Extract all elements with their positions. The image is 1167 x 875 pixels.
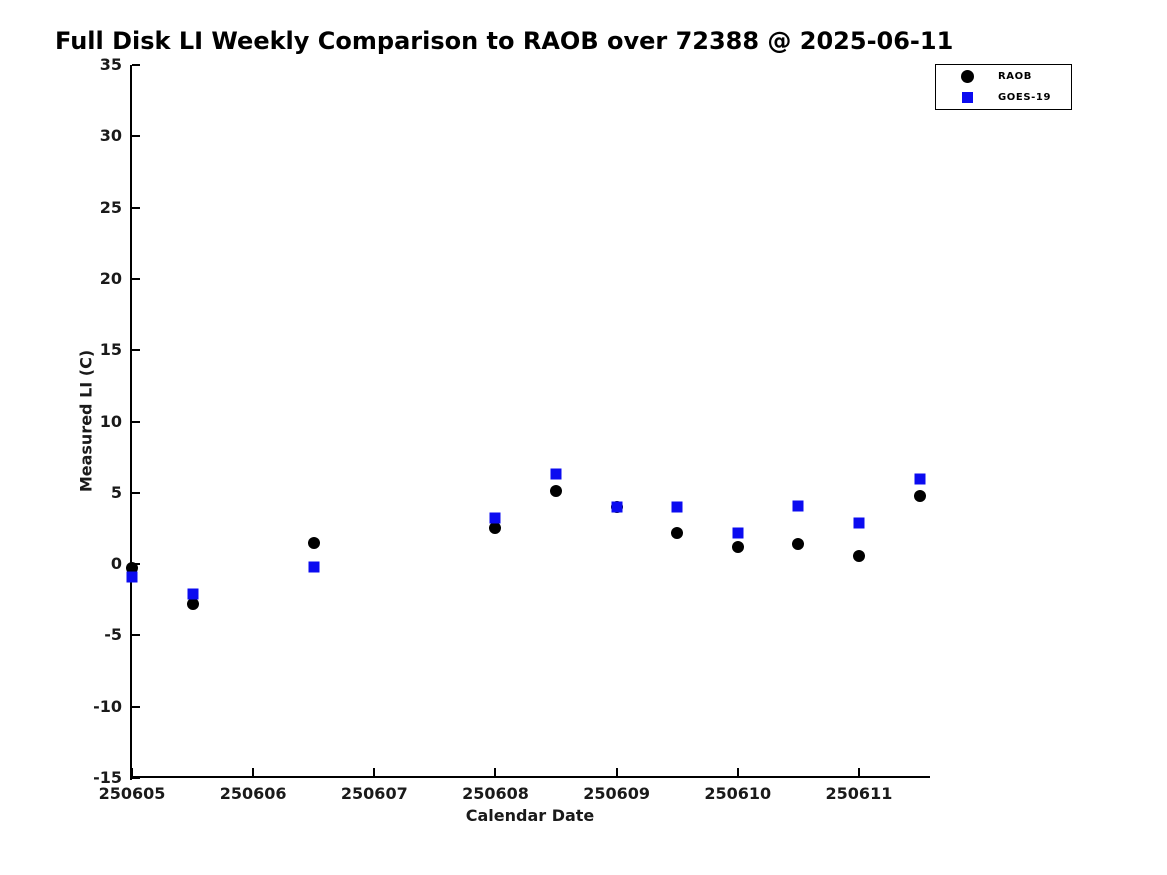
data-point-raob (126, 562, 138, 575)
plot-area (132, 65, 928, 778)
data-point-goes-19 (792, 500, 804, 512)
data-point-goes-19 (853, 517, 865, 529)
y-tick-label: -10 (93, 696, 122, 716)
data-point-raob (307, 536, 320, 549)
data-point-goes-19 (611, 501, 623, 513)
raob-marker-icon (960, 69, 974, 83)
legend-marker-cell (936, 92, 998, 104)
y-tick-label: 0 (110, 554, 122, 574)
legend: RAOB GOES-19 (935, 64, 1072, 110)
data-point-goes-19 (732, 527, 744, 539)
x-tick-label: 250610 (704, 784, 772, 803)
x-tick-label: 250608 (462, 784, 529, 803)
y-tick-mark (132, 634, 140, 637)
legend-marker-cell (936, 69, 998, 83)
x-tick-mark (131, 768, 133, 776)
data-point-goes-19 (914, 473, 926, 485)
x-tick-label: 250607 (340, 784, 408, 803)
y-tick-label: 10 (99, 411, 122, 431)
y-tick-label: -15 (93, 768, 122, 787)
y-tick-mark (132, 349, 140, 352)
data-point-raob (792, 538, 805, 551)
data-point-raob (731, 540, 744, 553)
data-point-raob (489, 522, 502, 535)
y-tick-mark (132, 135, 140, 138)
y-tick-label: 30 (99, 126, 122, 146)
x-tick-label: 250605 (98, 784, 166, 803)
y-tick-label: 35 (99, 55, 122, 74)
x-tick-mark (494, 768, 497, 776)
x-tick-mark (736, 768, 739, 776)
y-tick-mark (132, 277, 140, 280)
x-axis-line (130, 776, 930, 778)
data-point-goes-19 (550, 468, 562, 480)
x-tick-mark (252, 768, 255, 776)
legend-label-goes19: GOES-19 (998, 92, 1052, 104)
legend-label-raob: RAOB (998, 70, 1032, 82)
x-tick-label: 250606 (219, 784, 287, 803)
chart-title: Full Disk LI Weekly Comparison to RAOB o… (55, 27, 954, 55)
y-tick-mark (132, 420, 140, 423)
data-point-goes-19 (126, 571, 138, 583)
legend-entry-goes19: GOES-19 (936, 88, 1071, 108)
x-tick-label: 250609 (583, 784, 651, 803)
data-point-raob (186, 598, 199, 611)
y-tick-label: 5 (110, 482, 122, 502)
data-point-raob (913, 489, 926, 502)
x-tick-label: 250611 (825, 784, 893, 803)
y-tick-mark (132, 64, 140, 66)
data-point-goes-19 (308, 561, 320, 573)
y-tick-mark (132, 491, 140, 494)
data-point-goes-19 (187, 588, 199, 600)
x-tick-mark (615, 768, 618, 776)
y-axis-line (130, 65, 132, 780)
y-tick-mark (132, 777, 140, 779)
data-point-raob (671, 526, 684, 539)
data-point-raob (550, 485, 563, 498)
legend-entry-raob: RAOB (936, 66, 1071, 86)
x-tick-mark (373, 768, 376, 776)
data-point-raob (852, 549, 865, 562)
y-tick-label: -5 (104, 625, 122, 645)
y-tick-label: 25 (99, 197, 122, 217)
data-point-goes-19 (671, 501, 683, 513)
x-tick-mark (857, 768, 860, 776)
y-tick-mark (132, 206, 140, 209)
y-tick-label: 20 (99, 268, 122, 288)
x-axis-label: Calendar Date (465, 806, 595, 825)
y-tick-mark (132, 705, 140, 708)
data-point-goes-19 (489, 512, 501, 524)
goes19-marker-icon (961, 92, 973, 104)
y-tick-label: 15 (99, 340, 122, 360)
